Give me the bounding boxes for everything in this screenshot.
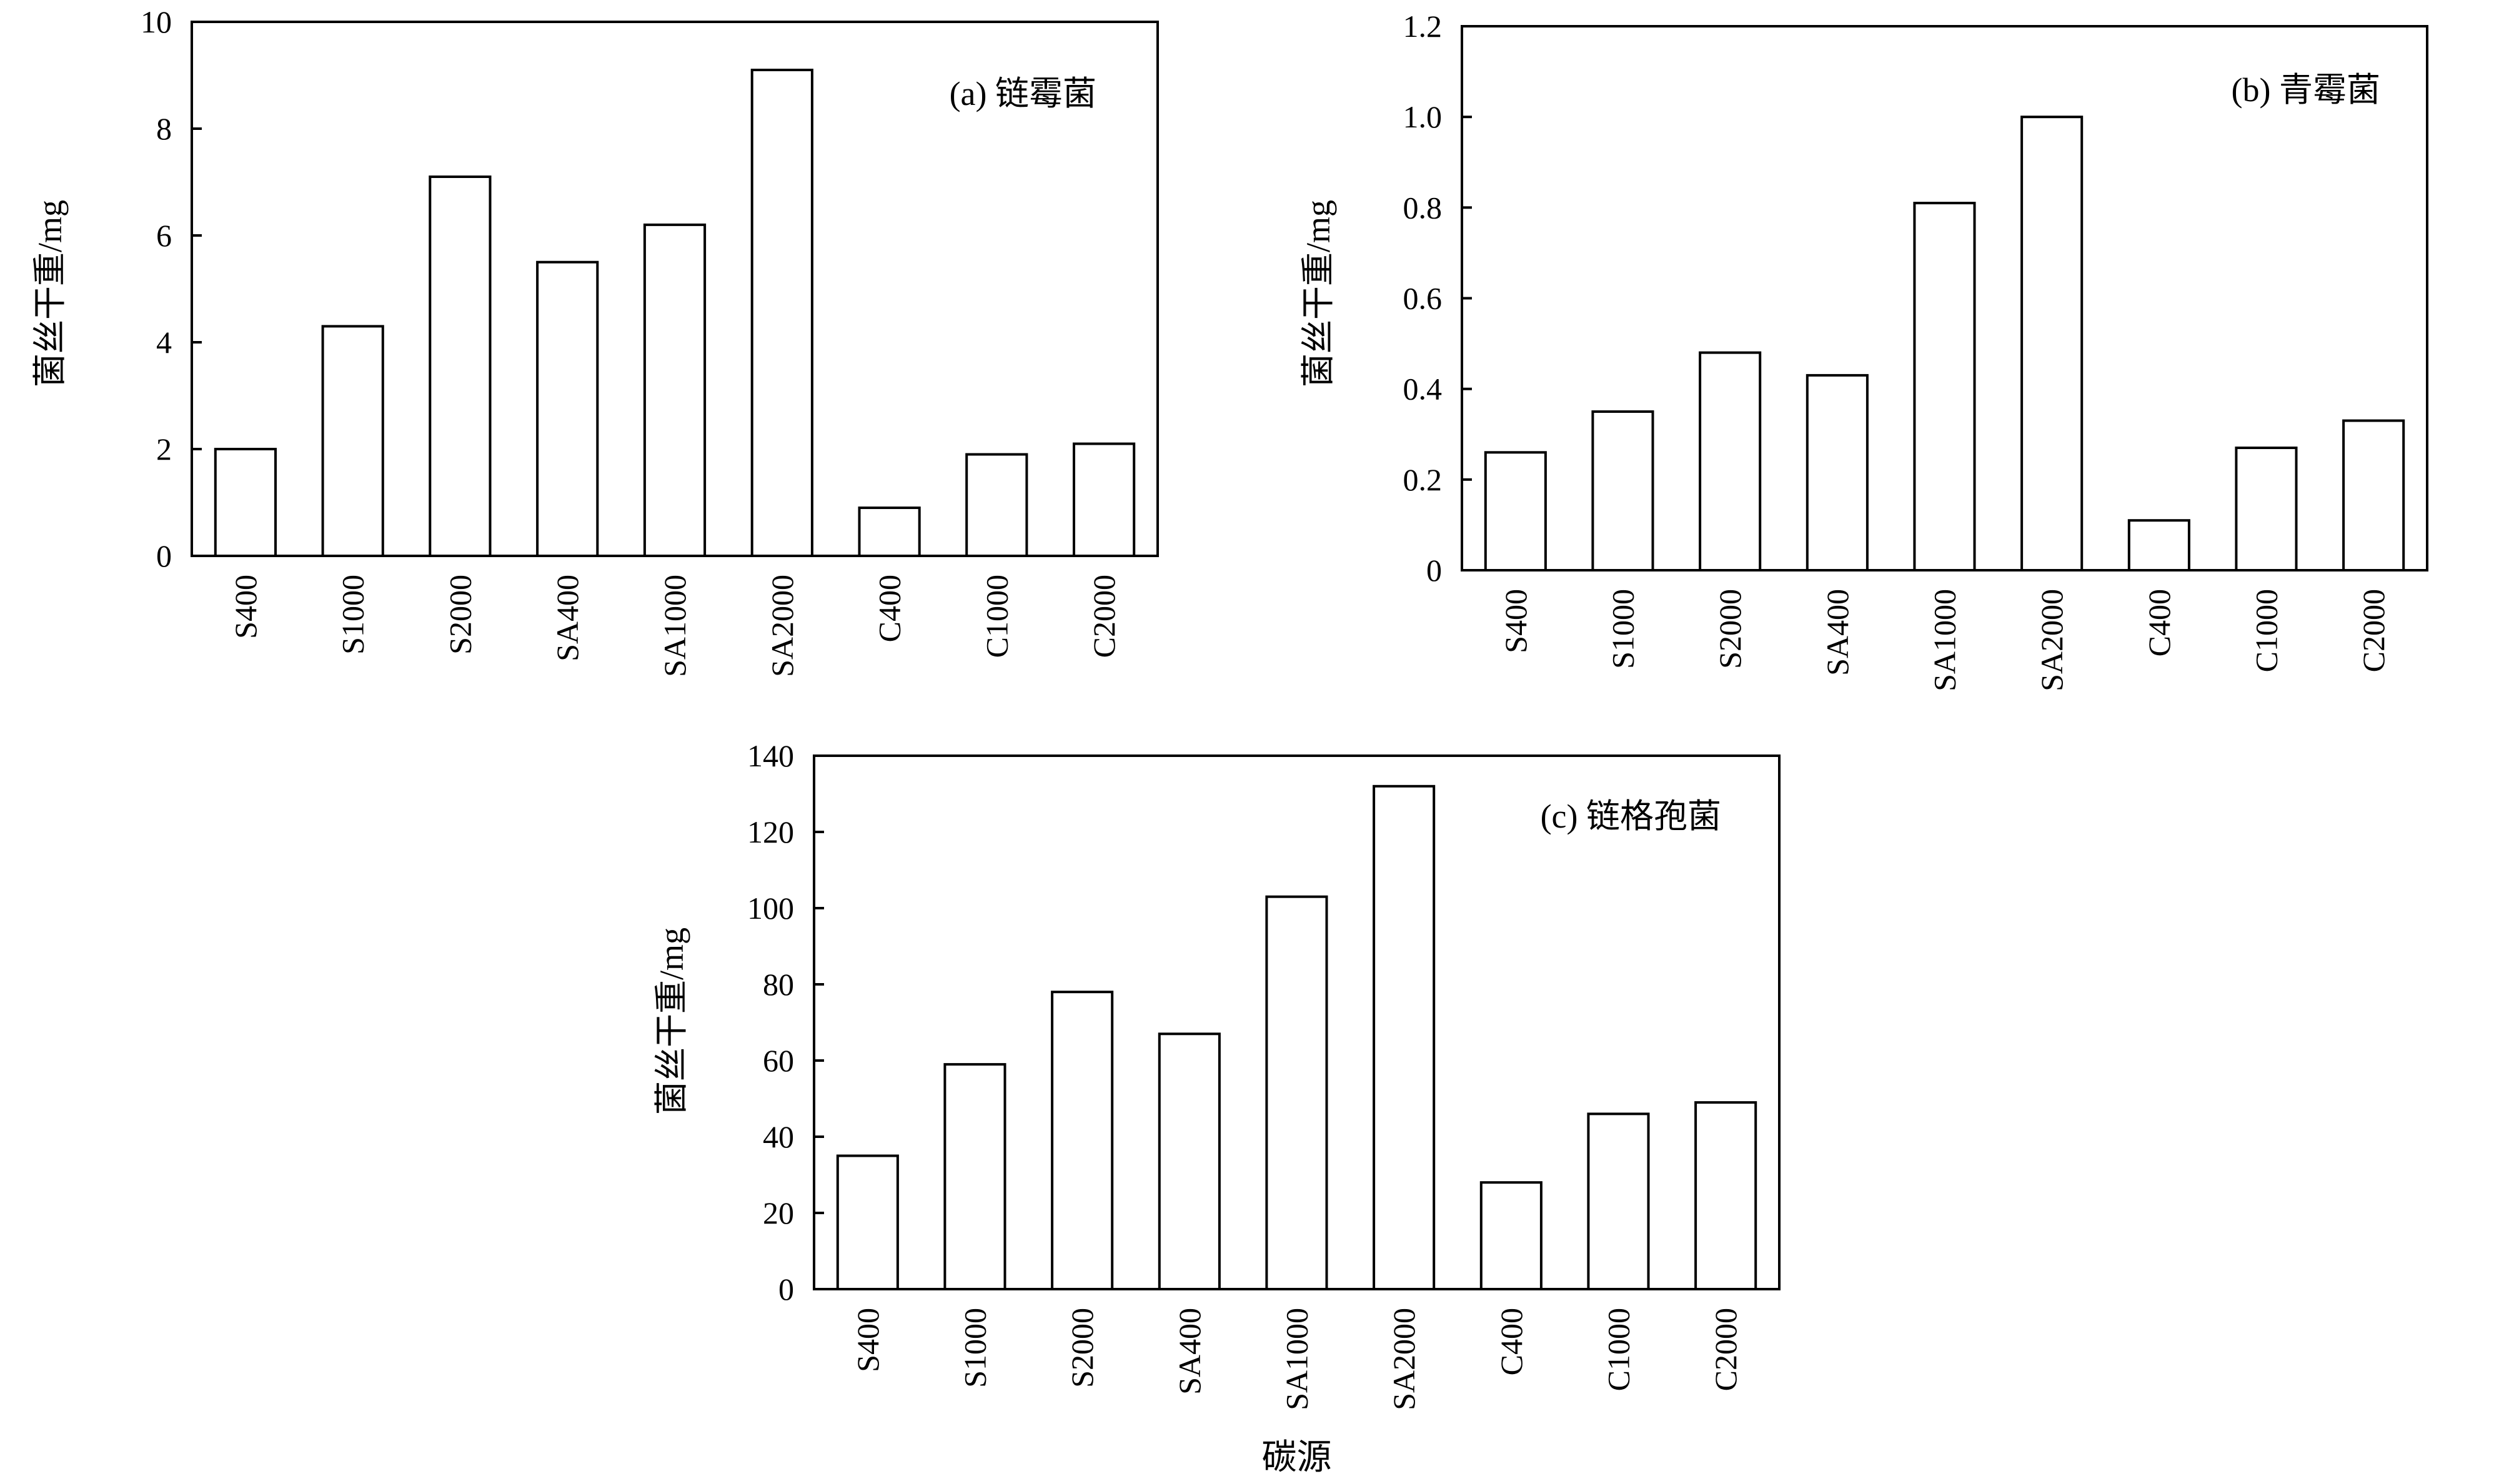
bar-s2000 bbox=[429, 176, 492, 557]
bar-c2000 bbox=[2342, 419, 2405, 571]
category-label: S1000 bbox=[335, 575, 370, 655]
y-tick-label: 60 bbox=[763, 1043, 794, 1078]
category-label: S1000 bbox=[1606, 589, 1641, 669]
bar-c1000 bbox=[1587, 1112, 1650, 1291]
bar-s400 bbox=[214, 448, 277, 557]
category-label: SA2000 bbox=[2034, 589, 2069, 691]
y-axis-title: 菌丝干重/mg bbox=[653, 928, 690, 1115]
category-label: C1000 bbox=[979, 575, 1014, 658]
y-tick-label: 2 bbox=[156, 432, 172, 467]
bar-c2000 bbox=[1694, 1101, 1757, 1290]
panel-title: (c) 链格孢菌 bbox=[1541, 798, 1721, 835]
y-tick-label: 140 bbox=[747, 738, 794, 773]
bar-c400 bbox=[1479, 1181, 1543, 1290]
bar-sa1000 bbox=[643, 223, 707, 557]
y-tick-label: 0.8 bbox=[1403, 190, 1443, 225]
bar-s1000 bbox=[321, 325, 384, 558]
bar-sa400 bbox=[1158, 1032, 1221, 1291]
y-axis-title: 菌丝干重/mg bbox=[31, 200, 69, 387]
y-tick-label: 100 bbox=[747, 891, 794, 926]
y-tick-label: 10 bbox=[141, 4, 172, 39]
y-tick-label: 6 bbox=[156, 218, 172, 253]
y-axis-title: 菌丝干重/mg bbox=[1299, 200, 1337, 387]
category-label: SA1000 bbox=[1927, 589, 1962, 691]
bar-c400 bbox=[2127, 519, 2190, 572]
bar-s2000 bbox=[1699, 351, 1762, 571]
bar-sa2000 bbox=[1373, 784, 1436, 1291]
y-tick-label: 0.4 bbox=[1403, 372, 1443, 407]
category-label: SA1000 bbox=[1279, 1308, 1314, 1410]
category-label: S2000 bbox=[1065, 1308, 1100, 1388]
category-label: C400 bbox=[1494, 1308, 1529, 1375]
chart-panel-1: 0 0.2 0.4 0.6 0.8 1.0 1.2 S400 S1000 S2000 SA400 SA… bbox=[1299, 9, 2428, 691]
category-label: SA400 bbox=[1820, 589, 1855, 676]
bar-sa1000 bbox=[1265, 895, 1328, 1290]
category-label: C1000 bbox=[1601, 1308, 1636, 1391]
bar-sa400 bbox=[1806, 373, 1869, 572]
bar-s2000 bbox=[1051, 991, 1114, 1290]
y-tick-label: 1.2 bbox=[1403, 9, 1443, 44]
category-label: SA400 bbox=[1172, 1308, 1207, 1395]
y-tick-label: 1.0 bbox=[1403, 99, 1443, 134]
y-tick-label: 20 bbox=[763, 1195, 794, 1230]
y-tick-label: 0.2 bbox=[1403, 462, 1443, 497]
category-label: C400 bbox=[2142, 589, 2177, 656]
bar-c2000 bbox=[1073, 442, 1136, 557]
plot-frame bbox=[191, 21, 1159, 557]
category-label: C2000 bbox=[2356, 589, 2391, 672]
y-tick-label: 80 bbox=[763, 967, 794, 1002]
category-label: S2000 bbox=[1712, 589, 1747, 669]
y-tick-label: 0 bbox=[778, 1272, 794, 1307]
panel-title: (a) 链霉菌 bbox=[950, 75, 1096, 112]
bar-sa1000 bbox=[1913, 202, 1976, 572]
bar-sa2000 bbox=[750, 69, 813, 557]
panel-title: (b) 青霉菌 bbox=[2232, 71, 2380, 109]
bar-c1000 bbox=[965, 453, 1028, 557]
chart-panel-0: 0 2 4 6 8 10 S400 S1000 S2000 SA400 SA1000 SA2000 C4… bbox=[31, 4, 1159, 677]
y-tick-label: 0.6 bbox=[1403, 281, 1443, 316]
x-axis-title: 碳源 bbox=[1262, 1438, 1332, 1477]
category-label: S1000 bbox=[958, 1308, 993, 1388]
category-label: SA2000 bbox=[765, 575, 800, 677]
category-label: S400 bbox=[1498, 589, 1533, 653]
category-label: S2000 bbox=[442, 575, 477, 655]
bar-s1000 bbox=[943, 1063, 1006, 1290]
category-label: S400 bbox=[228, 575, 263, 639]
category-label: C1000 bbox=[2249, 589, 2284, 672]
bar-c400 bbox=[858, 507, 921, 557]
bar-s400 bbox=[836, 1154, 899, 1290]
y-tick-label: 40 bbox=[763, 1119, 794, 1154]
category-label: SA400 bbox=[550, 575, 585, 661]
y-tick-label: 4 bbox=[156, 325, 172, 360]
y-tick-label: 0 bbox=[1426, 553, 1442, 588]
chart-panel-2: 0 20 40 60 80 100 120 140 S400 S1000 S2000 SA400 SA1… bbox=[653, 738, 1781, 1477]
y-tick-label: 0 bbox=[156, 538, 172, 573]
bar-s400 bbox=[1484, 451, 1547, 571]
category-label: SA2000 bbox=[1386, 1308, 1421, 1410]
bar-sa2000 bbox=[2020, 116, 2084, 571]
category-label: S400 bbox=[850, 1308, 885, 1372]
bar-c1000 bbox=[2235, 447, 2298, 571]
category-label: C400 bbox=[872, 575, 907, 642]
y-tick-label: 8 bbox=[156, 111, 172, 146]
y-tick-label: 120 bbox=[747, 814, 794, 849]
plot-frame bbox=[813, 754, 1781, 1290]
category-label: C2000 bbox=[1708, 1308, 1743, 1391]
bar-sa400 bbox=[536, 260, 599, 557]
bar-s1000 bbox=[1591, 410, 1654, 571]
category-label: C2000 bbox=[1086, 575, 1121, 658]
category-label: SA1000 bbox=[657, 575, 692, 677]
